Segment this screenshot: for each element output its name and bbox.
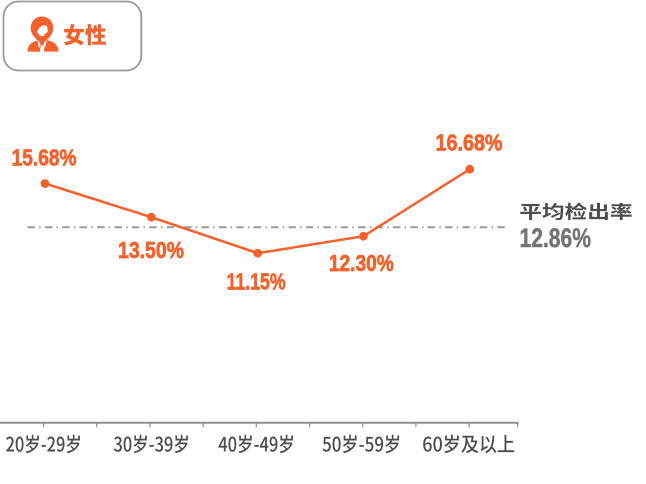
svg-text:11.15%: 11.15% [227,269,286,295]
svg-text:12.86%: 12.86% [519,224,591,254]
svg-text:13.50%: 13.50% [118,238,184,264]
svg-text:15.68%: 15.68% [12,145,77,171]
svg-text:16.68%: 16.68% [436,130,503,156]
svg-text:12.30%: 12.30% [329,250,394,276]
